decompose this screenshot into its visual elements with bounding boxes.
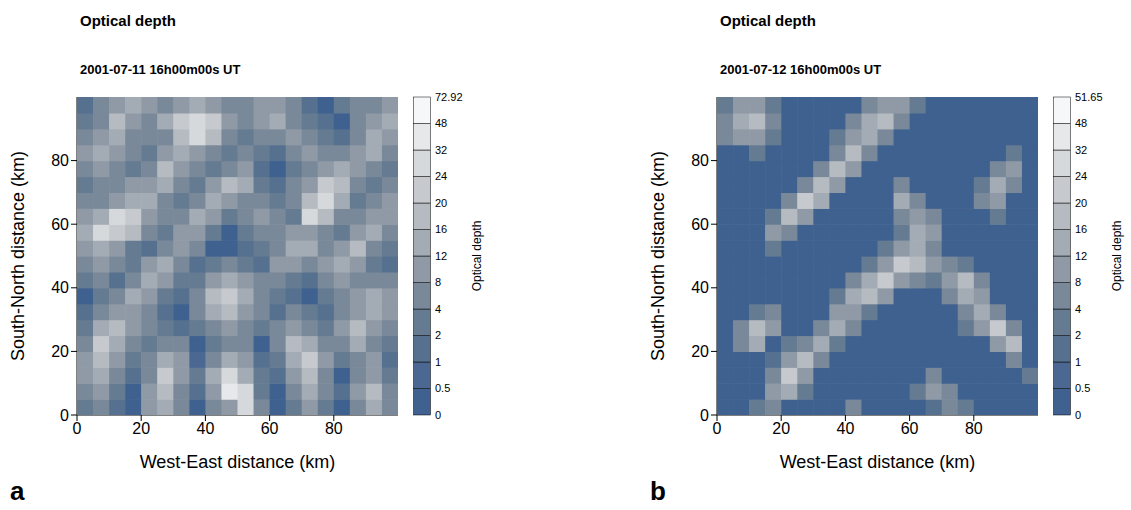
svg-text:80: 80 [51,152,69,169]
svg-text:48: 48 [435,117,447,129]
svg-text:West-East distance (km): West-East distance (km) [780,452,976,472]
svg-text:1: 1 [435,356,441,368]
svg-text:24: 24 [1075,170,1087,182]
svg-text:40: 40 [51,279,69,296]
svg-text:40: 40 [837,420,855,437]
svg-text:0.5: 0.5 [1075,382,1090,394]
svg-text:80: 80 [691,152,709,169]
svg-text:40: 40 [197,420,215,437]
svg-text:Optical depth: Optical depth [470,221,484,292]
svg-text:80: 80 [965,420,983,437]
svg-text:West-East distance (km): West-East distance (km) [140,452,336,472]
svg-text:0: 0 [713,420,722,437]
svg-text:32: 32 [435,144,447,156]
svg-text:40: 40 [691,279,709,296]
svg-text:0: 0 [435,409,441,421]
svg-text:20: 20 [772,420,790,437]
svg-text:80: 80 [325,420,343,437]
html-text:b: b [650,476,666,506]
svg-text:16: 16 [1075,223,1087,235]
svg-text:20: 20 [132,420,150,437]
svg-text:2: 2 [1075,329,1081,341]
svg-text:4: 4 [1075,303,1081,315]
svg-text:Optical depth: Optical depth [1110,221,1124,292]
svg-text:South-North distance (km): South-North distance (km) [648,151,668,361]
html-text:2001-07-12 16h00m00s UT: 2001-07-12 16h00m00s UT [720,62,882,77]
svg-text:60: 60 [691,216,709,233]
svg-text:16: 16 [435,223,447,235]
svg-text:60: 60 [261,420,279,437]
svg-text:8: 8 [435,276,441,288]
svg-text:0: 0 [700,407,709,424]
svg-text:South-North distance (km): South-North distance (km) [8,151,28,361]
svg-text:0: 0 [73,420,82,437]
svg-text:20: 20 [691,343,709,360]
svg-text:20: 20 [435,197,447,209]
svg-text:4: 4 [435,303,441,315]
svg-text:60: 60 [901,420,919,437]
svg-text:1: 1 [1075,356,1081,368]
svg-text:0: 0 [1075,409,1081,421]
svg-text:48: 48 [1075,117,1087,129]
svg-text:72.92: 72.92 [435,91,463,103]
html-text:a: a [10,476,25,506]
svg-text:0: 0 [60,407,69,424]
svg-text:51.65: 51.65 [1075,91,1103,103]
svg-text:20: 20 [51,343,69,360]
svg-text:12: 12 [1075,250,1087,262]
html-text:Optical depth: Optical depth [720,12,816,29]
svg-text:8: 8 [1075,276,1081,288]
html-text:Optical depth: Optical depth [80,12,176,29]
html-text:2001-07-11 16h00m00s UT: 2001-07-11 16h00m00s UT [80,62,241,77]
svg-text:32: 32 [1075,144,1087,156]
svg-text:24: 24 [435,170,447,182]
svg-text:0.5: 0.5 [435,382,450,394]
svg-text:20: 20 [1075,197,1087,209]
svg-text:2: 2 [435,329,441,341]
svg-text:60: 60 [51,216,69,233]
svg-text:12: 12 [435,250,447,262]
